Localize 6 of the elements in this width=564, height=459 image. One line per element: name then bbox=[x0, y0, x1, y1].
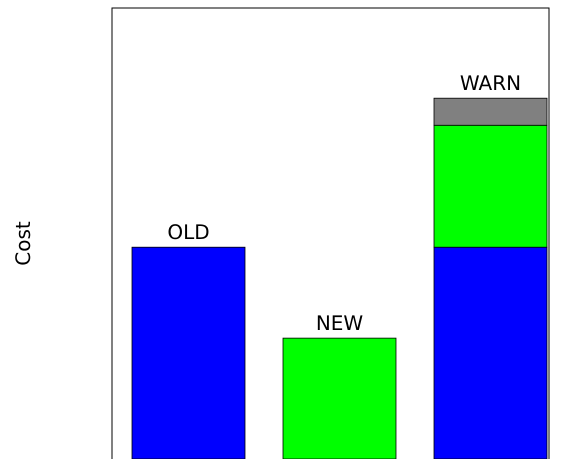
bar bbox=[132, 246, 246, 459]
bar bbox=[282, 338, 396, 459]
y-axis-title: Cost bbox=[11, 221, 35, 266]
x-tick-label: NEW bbox=[316, 311, 364, 336]
x-tick-label: WARN bbox=[460, 71, 522, 96]
x-tick-label: OLD bbox=[167, 220, 210, 244]
